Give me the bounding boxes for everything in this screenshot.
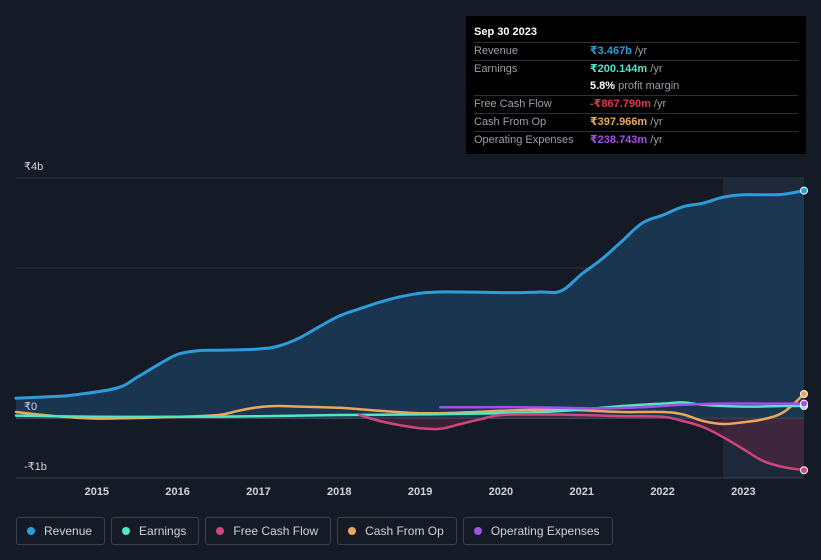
x-tick-label: 2019 (408, 486, 432, 498)
tooltip-row-value: ₹3.467b /yr (590, 43, 647, 60)
tooltip-row: Revenue ₹3.467b /yr (474, 42, 798, 60)
legend-label: Cash From Op (365, 524, 444, 538)
tooltip-row-value: ₹238.743m /yr (590, 132, 662, 149)
x-tick-label: 2020 (489, 486, 513, 498)
series-line-free-cash-flow (358, 413, 806, 472)
legend-item-earnings[interactable]: Earnings (111, 517, 200, 545)
x-axis-ticks: 2015 2016 2017 2018 2019 2020 2021 2022 2023 (85, 486, 756, 498)
tooltip: Sep 30 2023 Revenue ₹3.467b /yr Earnings ₹2… (466, 16, 806, 154)
tooltip-row: Cash From Op ₹397.966m /yr (474, 113, 798, 131)
y-axis-ticks: ₹4b ₹0 -₹1b (24, 161, 47, 473)
x-tick-label: 2022 (650, 486, 674, 498)
tooltip-row-value: -₹867.790m /yr (590, 96, 666, 113)
end-marker-operating-expenses (800, 399, 808, 408)
legend-dot-icon (122, 527, 131, 535)
legend-label: Operating Expenses (490, 524, 600, 538)
x-tick-label: 2023 (731, 486, 755, 498)
y-tick-label: -₹1b (24, 461, 47, 473)
tooltip-value-unit: /yr (631, 45, 648, 57)
tooltip-row-value: ₹200.144m /yr (590, 61, 662, 78)
legend-dot-icon (348, 527, 357, 535)
legend-item-free-cash-flow[interactable]: Free Cash Flow (205, 517, 332, 545)
tooltip-row-label: Cash From Op (474, 116, 547, 128)
tooltip-value-number: ₹200.144m (590, 63, 648, 75)
series-line-operating-expenses (439, 402, 806, 410)
legend-dot-icon (27, 527, 35, 535)
tooltip-value-unit: /yr (647, 134, 663, 146)
y-tick-label: ₹4b (24, 161, 43, 173)
tooltip-value-unit: /yr (650, 98, 667, 110)
tooltip-row-value: 5.8% profit margin (590, 78, 679, 95)
x-tick-label: 2015 (85, 486, 109, 498)
legend-dot-icon (473, 527, 482, 535)
tooltip-row-label: Free Cash Flow (474, 98, 552, 110)
legend-item-operating-expenses[interactable]: Operating Expenses (462, 517, 613, 545)
tooltip-value-number: 5.8% (590, 80, 616, 92)
end-marker-revenue (800, 186, 808, 195)
tooltip-row: 5.8% profit margin (474, 78, 798, 95)
x-tick-label: 2018 (327, 486, 351, 498)
tooltip-value-number: ₹238.743m (590, 134, 648, 146)
tooltip-value-unit: /yr (647, 116, 663, 128)
legend-label: Revenue (44, 524, 93, 538)
legend-item-revenue[interactable]: Revenue (16, 517, 106, 545)
tooltip-date: Sep 30 2023 (474, 26, 537, 38)
revenue-area-fill (16, 190, 804, 418)
tooltip-rows: Revenue ₹3.467b /yr Earnings ₹200.144m /yr 5… (474, 42, 798, 149)
x-tick-label: 2016 (165, 486, 189, 498)
end-markers (800, 186, 808, 475)
legend-dot-icon (216, 527, 225, 535)
tooltip-row: Earnings ₹200.144m /yr (474, 60, 798, 78)
tooltip-value-number: ₹397.966m (590, 116, 648, 128)
tooltip-row: Free Cash Flow -₹867.790m /yr (474, 95, 798, 113)
tooltip-row-label: Earnings (474, 63, 518, 75)
series-lines (14, 189, 806, 472)
legend-item-cash-from-op[interactable]: Cash From Op (337, 517, 457, 545)
series-line-revenue (14, 189, 806, 400)
tooltip-row-label (474, 78, 590, 95)
legend-label: Free Cash Flow (233, 524, 319, 538)
end-marker-free-cash-flow (800, 466, 808, 475)
y-tick-label: ₹0 (24, 401, 37, 413)
tooltip-value-number: ₹3.467b (590, 45, 632, 57)
legend-label: Earnings (139, 524, 187, 538)
x-tick-label: 2017 (246, 486, 270, 498)
tooltip-value-number: -₹867.790m (590, 98, 651, 110)
tooltip-value-unit: /yr (647, 63, 663, 75)
series-line-earnings (14, 401, 806, 419)
tooltip-value-unit: profit margin (615, 80, 680, 92)
x-tick-label: 2021 (570, 486, 594, 498)
tooltip-row-label: Operating Expenses (474, 134, 574, 146)
tooltip-row-label: Revenue (474, 45, 519, 57)
tooltip-row: Operating Expenses ₹238.743m /yr (474, 131, 798, 149)
tooltip-row-value: ₹397.966m /yr (590, 114, 662, 131)
end-marker-cash-from-op (800, 390, 808, 398)
legend: Revenue Earnings Free Cash Flow Cash From O… (16, 517, 613, 545)
